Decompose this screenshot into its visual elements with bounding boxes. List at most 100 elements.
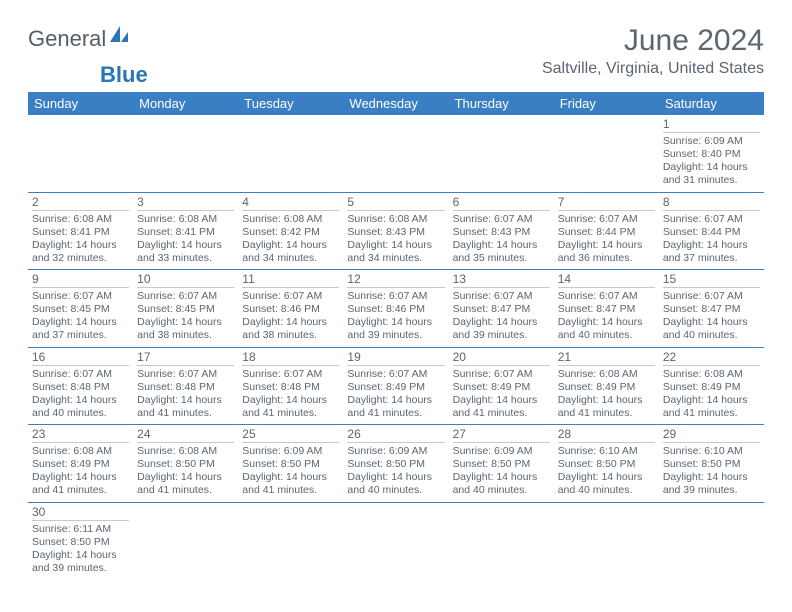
location-text: Saltville, Virginia, United States [542, 60, 764, 78]
day-details: Sunrise: 6:07 AMSunset: 8:47 PMDaylight:… [663, 290, 760, 343]
day-number: 22 [663, 350, 760, 366]
day-number: 23 [32, 427, 129, 443]
day-details: Sunrise: 6:08 AMSunset: 8:43 PMDaylight:… [347, 213, 444, 266]
day-details: Sunrise: 6:07 AMSunset: 8:48 PMDaylight:… [242, 368, 339, 421]
calendar-cell: 18 Sunrise: 6:07 AMSunset: 8:48 PMDayligh… [238, 347, 343, 425]
day-details: Sunrise: 6:08 AMSunset: 8:41 PMDaylight:… [32, 213, 129, 266]
day-number: 17 [137, 350, 234, 366]
calendar-cell: 29 Sunrise: 6:10 AMSunset: 8:50 PMDayligh… [659, 425, 764, 503]
day-number: 13 [453, 272, 550, 288]
day-details: Sunrise: 6:10 AMSunset: 8:50 PMDaylight:… [663, 445, 760, 498]
day-details: Sunrise: 6:07 AMSunset: 8:47 PMDaylight:… [558, 290, 655, 343]
day-details: Sunrise: 6:07 AMSunset: 8:48 PMDaylight:… [32, 368, 129, 421]
day-details: Sunrise: 6:08 AMSunset: 8:49 PMDaylight:… [32, 445, 129, 498]
day-details: Sunrise: 6:08 AMSunset: 8:41 PMDaylight:… [137, 213, 234, 266]
day-number: 15 [663, 272, 760, 288]
calendar-week: 1 Sunrise: 6:09 AMSunset: 8:40 PMDaylight… [28, 115, 764, 192]
day-details: Sunrise: 6:07 AMSunset: 8:45 PMDaylight:… [137, 290, 234, 343]
day-number: 20 [453, 350, 550, 366]
day-details: Sunrise: 6:07 AMSunset: 8:45 PMDaylight:… [32, 290, 129, 343]
sail-icon [108, 24, 130, 44]
calendar-cell: 15 Sunrise: 6:07 AMSunset: 8:47 PMDayligh… [659, 270, 764, 348]
day-number: 27 [453, 427, 550, 443]
day-number: 16 [32, 350, 129, 366]
calendar-cell: 24 Sunrise: 6:08 AMSunset: 8:50 PMDayligh… [133, 425, 238, 503]
day-number: 7 [558, 195, 655, 211]
day-details: Sunrise: 6:07 AMSunset: 8:43 PMDaylight:… [453, 213, 550, 266]
day-details: Sunrise: 6:10 AMSunset: 8:50 PMDaylight:… [558, 445, 655, 498]
calendar-week: 30 Sunrise: 6:11 AMSunset: 8:50 PMDayligh… [28, 502, 764, 579]
calendar-cell: 30 Sunrise: 6:11 AMSunset: 8:50 PMDayligh… [28, 502, 133, 579]
day-details: Sunrise: 6:11 AMSunset: 8:50 PMDaylight:… [32, 523, 129, 576]
day-details: Sunrise: 6:08 AMSunset: 8:49 PMDaylight:… [663, 368, 760, 421]
calendar-cell [554, 115, 659, 192]
day-number: 18 [242, 350, 339, 366]
calendar-cell [449, 115, 554, 192]
day-details: Sunrise: 6:07 AMSunset: 8:48 PMDaylight:… [137, 368, 234, 421]
day-number: 29 [663, 427, 760, 443]
day-number: 25 [242, 427, 339, 443]
col-saturday: Saturday [659, 92, 764, 115]
day-details: Sunrise: 6:07 AMSunset: 8:49 PMDaylight:… [453, 368, 550, 421]
calendar-cell [343, 502, 448, 579]
col-thursday: Thursday [449, 92, 554, 115]
calendar-cell: 3 Sunrise: 6:08 AMSunset: 8:41 PMDaylight… [133, 192, 238, 270]
logo-text-general: General [28, 26, 106, 52]
calendar-cell [449, 502, 554, 579]
calendar-cell: 12 Sunrise: 6:07 AMSunset: 8:46 PMDayligh… [343, 270, 448, 348]
day-details: Sunrise: 6:07 AMSunset: 8:47 PMDaylight:… [453, 290, 550, 343]
calendar-cell [133, 502, 238, 579]
calendar-cell: 10Sunrise: 6:07 AMSunset: 8:45 PMDayligh… [133, 270, 238, 348]
calendar-cell [238, 502, 343, 579]
calendar-cell: 23 Sunrise: 6:08 AMSunset: 8:49 PMDayligh… [28, 425, 133, 503]
day-details: Sunrise: 6:09 AMSunset: 8:50 PMDaylight:… [242, 445, 339, 498]
calendar-week: 16 Sunrise: 6:07 AMSunset: 8:48 PMDayligh… [28, 347, 764, 425]
col-friday: Friday [554, 92, 659, 115]
calendar-cell: 9Sunrise: 6:07 AMSunset: 8:45 PMDaylight… [28, 270, 133, 348]
day-number: 4 [242, 195, 339, 211]
calendar-cell: 13 Sunrise: 6:07 AMSunset: 8:47 PMDayligh… [449, 270, 554, 348]
calendar-week: 2 Sunrise: 6:08 AMSunset: 8:41 PMDaylight… [28, 192, 764, 270]
day-details: Sunrise: 6:08 AMSunset: 8:50 PMDaylight:… [137, 445, 234, 498]
calendar-cell: 28Sunrise: 6:10 AMSunset: 8:50 PMDayligh… [554, 425, 659, 503]
day-details: Sunrise: 6:09 AMSunset: 8:50 PMDaylight:… [453, 445, 550, 498]
day-number: 11 [242, 272, 339, 288]
calendar-cell [659, 502, 764, 579]
day-number: 2 [32, 195, 129, 211]
calendar-cell [554, 502, 659, 579]
day-details: Sunrise: 6:09 AMSunset: 8:50 PMDaylight:… [347, 445, 444, 498]
col-sunday: Sunday [28, 92, 133, 115]
calendar-cell: 11 Sunrise: 6:07 AMSunset: 8:46 PMDayligh… [238, 270, 343, 348]
day-number: 3 [137, 195, 234, 211]
calendar-cell: 8 Sunrise: 6:07 AMSunset: 8:44 PMDaylight… [659, 192, 764, 270]
day-number: 12 [347, 272, 444, 288]
month-title: June 2024 [542, 24, 764, 58]
day-details: Sunrise: 6:07 AMSunset: 8:46 PMDaylight:… [242, 290, 339, 343]
col-tuesday: Tuesday [238, 92, 343, 115]
calendar-cell: 17 Sunrise: 6:07 AMSunset: 8:48 PMDayligh… [133, 347, 238, 425]
day-details: Sunrise: 6:07 AMSunset: 8:46 PMDaylight:… [347, 290, 444, 343]
day-number: 30 [32, 505, 129, 521]
calendar-cell: 1 Sunrise: 6:09 AMSunset: 8:40 PMDaylight… [659, 115, 764, 192]
day-details: Sunrise: 6:07 AMSunset: 8:44 PMDaylight:… [663, 213, 760, 266]
calendar-cell: 20 Sunrise: 6:07 AMSunset: 8:49 PMDayligh… [449, 347, 554, 425]
calendar-cell: 27 Sunrise: 6:09 AMSunset: 8:50 PMDayligh… [449, 425, 554, 503]
calendar-cell: 19Sunrise: 6:07 AMSunset: 8:49 PMDayligh… [343, 347, 448, 425]
calendar-week: 23 Sunrise: 6:08 AMSunset: 8:49 PMDayligh… [28, 425, 764, 503]
day-details: Sunrise: 6:09 AMSunset: 8:40 PMDaylight:… [663, 135, 760, 188]
calendar-cell: 25 Sunrise: 6:09 AMSunset: 8:50 PMDayligh… [238, 425, 343, 503]
calendar-cell [28, 115, 133, 192]
calendar-cell [238, 115, 343, 192]
day-number: 24 [137, 427, 234, 443]
title-block: June 2024 Saltville, Virginia, United St… [542, 24, 764, 78]
calendar-cell: 4Sunrise: 6:08 AMSunset: 8:42 PMDaylight… [238, 192, 343, 270]
day-number: 6 [453, 195, 550, 211]
day-details: Sunrise: 6:07 AMSunset: 8:49 PMDaylight:… [347, 368, 444, 421]
day-number: 5 [347, 195, 444, 211]
calendar-cell: 5 Sunrise: 6:08 AMSunset: 8:43 PMDaylight… [343, 192, 448, 270]
calendar-cell: 16 Sunrise: 6:07 AMSunset: 8:48 PMDayligh… [28, 347, 133, 425]
day-number: 8 [663, 195, 760, 211]
day-number: 1 [663, 117, 760, 133]
calendar-cell: 14Sunrise: 6:07 AMSunset: 8:47 PMDayligh… [554, 270, 659, 348]
day-number: 21 [558, 350, 655, 366]
